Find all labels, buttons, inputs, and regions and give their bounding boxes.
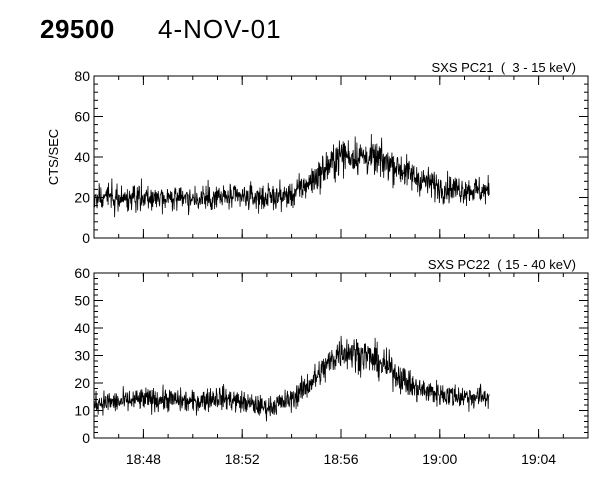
x-tick-label: 18:56 <box>323 451 358 467</box>
y-tick-label: 20 <box>74 375 90 391</box>
panel-title: SXS PC21 ( 3 - 15 keV) <box>431 60 576 75</box>
y-tick-label: 50 <box>74 293 90 309</box>
observation-id: 29500 <box>40 14 115 44</box>
plot-frame <box>93 75 589 239</box>
y-tick-label: 80 <box>74 68 90 84</box>
y-tick-label: 40 <box>74 320 90 336</box>
y-axis-label: CTS/SEC <box>46 129 61 185</box>
series-trace-1 <box>93 134 490 218</box>
x-tick-label: 18:52 <box>225 451 260 467</box>
y-tick-label: 30 <box>74 348 90 364</box>
panel-2: SXS PC22 ( 15 - 40 keV) 0 10 20 30 40 50 60 18:4… <box>74 257 589 467</box>
y-tick-label: 0 <box>82 430 90 446</box>
series-trace-1 <box>93 335 490 422</box>
x-tick-label: 18:48 <box>126 451 161 467</box>
panel-1: SXS PC21 ( 3 - 15 keV) CTS/SEC 0 20 40 60 80 <box>46 60 589 246</box>
y-tick-label: 60 <box>74 109 90 125</box>
header: 29500 4-NOV-01 <box>40 14 560 48</box>
y-tick-label: 60 <box>74 265 90 281</box>
y-tick-label: 40 <box>74 149 90 165</box>
x-tick-label: 19:00 <box>422 451 457 467</box>
y-tick-label: 0 <box>82 230 90 246</box>
y-tick-label: 10 <box>74 403 90 419</box>
observation-date: 4-NOV-01 <box>158 14 282 44</box>
y-tick-label: 20 <box>74 190 90 206</box>
x-tick-label: 19:04 <box>521 451 556 467</box>
panel-title: SXS PC22 ( 15 - 40 keV) <box>428 257 576 272</box>
